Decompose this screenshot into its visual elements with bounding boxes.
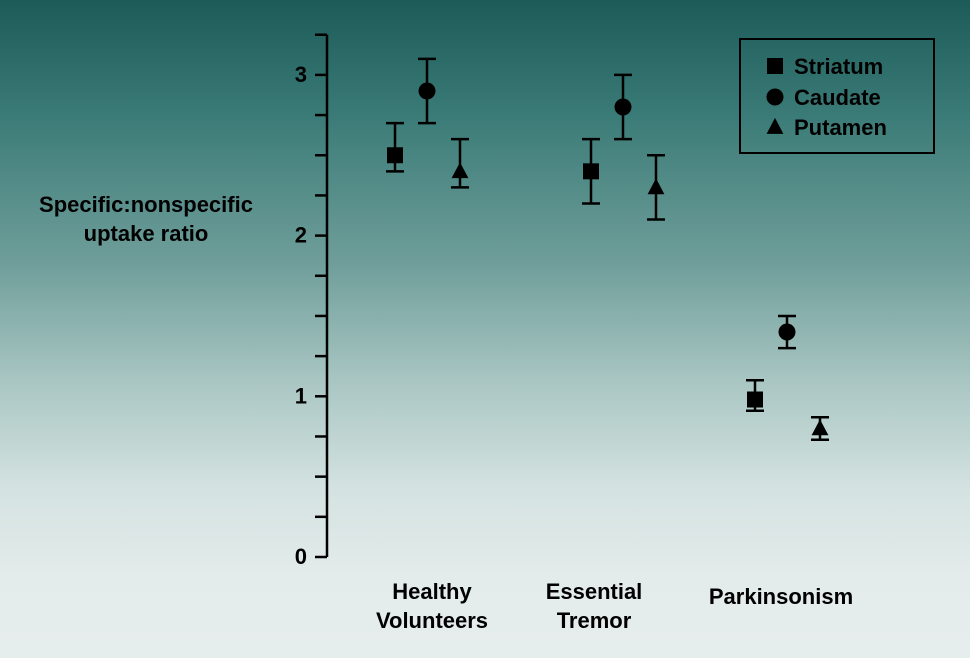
legend-label: Striatum: [794, 54, 883, 79]
data-point-triangle: [647, 178, 665, 195]
y-axis-label-line: Specific:nonspecific: [39, 192, 253, 217]
legend: Striatum Caudate Putamen: [739, 38, 935, 154]
data-point-triangle: [811, 419, 829, 436]
legend-marker-square: [767, 58, 783, 74]
y-tick-label: 2: [295, 223, 307, 248]
y-tick-label: 3: [295, 62, 307, 87]
legend-label: Caudate: [794, 85, 881, 110]
y-tick-label: 1: [295, 383, 307, 408]
data-point-circle: [778, 323, 796, 341]
data-point-square: [747, 391, 763, 408]
data-points: [386, 57, 829, 441]
x-category-label: Parkinsonism: [709, 584, 853, 609]
data-point-circle: [614, 98, 632, 116]
x-category-label: Healthy: [392, 579, 472, 604]
y-tick-label: 0: [295, 544, 307, 569]
x-category-label: Tremor: [557, 608, 632, 633]
legend-box: [739, 38, 935, 154]
legend-marker-triangle: [766, 117, 784, 134]
legend-label: Putamen: [794, 115, 887, 140]
y-axis-label-line: uptake ratio: [84, 221, 209, 246]
data-point-triangle: [451, 162, 469, 179]
data-point-circle: [418, 82, 436, 100]
series-caudate: [418, 57, 796, 350]
legend-marker-circle: [766, 88, 784, 106]
x-category-label: Essential: [546, 579, 643, 604]
x-category-label: Volunteers: [376, 608, 488, 633]
series-striatum: [386, 121, 764, 413]
series-putamen: [451, 137, 829, 441]
y-axis: 0 1 2 3: [295, 33, 329, 569]
data-point-square: [583, 163, 599, 180]
data-point-square: [387, 147, 403, 164]
x-category-labels: Healthy Volunteers Essential Tremor Parkinso…: [376, 579, 853, 633]
y-axis-label: Specific:nonspecific uptake ratio: [39, 192, 253, 246]
